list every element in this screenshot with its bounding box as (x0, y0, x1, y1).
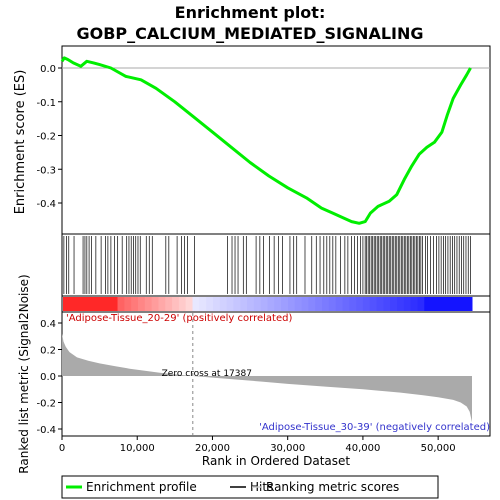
colorbar-segment (274, 297, 282, 311)
colorbar-segment (451, 297, 459, 311)
metric-y-tick-label: -0.4 (36, 425, 56, 436)
es-y-tick-label: -0.2 (36, 132, 56, 143)
colorbar-segment (90, 297, 98, 311)
colorbar-segment (137, 297, 146, 311)
colorbar-segment (226, 297, 234, 311)
colorbar-segment (260, 297, 268, 311)
metric-y-tick-label: -0.2 (36, 399, 56, 410)
colorbar-segment (383, 297, 391, 311)
colorbar-segment (444, 297, 453, 311)
x-tick-label: 50,000 (421, 443, 456, 454)
colorbar-segment (369, 297, 378, 311)
colorbar-segment (424, 297, 432, 311)
colorbar-segment (69, 297, 78, 311)
colorbar-segment (178, 297, 187, 311)
colorbar-segment (390, 297, 398, 311)
colorbar-segment (63, 297, 71, 311)
colorbar-segment (294, 297, 303, 311)
x-tick-label: 40,000 (345, 443, 380, 454)
colorbar-segment (199, 297, 207, 311)
metric-y-tick-label: 0.2 (40, 346, 56, 357)
colorbar-segment (83, 297, 91, 311)
colorbar-segment (219, 297, 228, 311)
colorbar-segment (117, 297, 125, 311)
colorbar-segment (410, 297, 418, 311)
colorbar-segment (76, 297, 84, 311)
colorbar-segment (458, 297, 466, 311)
colorbar-segment (465, 297, 473, 311)
colorbar-segment (397, 297, 405, 311)
es-y-tick-label: -0.4 (36, 199, 56, 210)
colorbar-segment (144, 297, 153, 311)
colorbar-segment (165, 297, 173, 311)
colorbar-segment (287, 297, 296, 311)
ranking-colorbar (63, 297, 473, 311)
zero-cross-label: Zero cross at 17387 (162, 369, 252, 379)
colorbar-segment (267, 297, 275, 311)
colorbar-segment (322, 297, 330, 311)
es-panel-frame (61, 45, 491, 235)
colorbar-segment (253, 297, 262, 311)
x-axis-label: Rank in Ordered Dataset (202, 454, 350, 468)
hits-group (63, 236, 471, 294)
x-tick-label: 0 (59, 443, 65, 454)
colorbar-segment (342, 297, 350, 311)
colorbar-segment (131, 297, 139, 311)
es-y-tick-label: -0.3 (36, 165, 56, 176)
colorbar-segment (97, 297, 105, 311)
colorbar-segment (301, 297, 309, 311)
colorbar-segment (247, 297, 255, 311)
colorbar-segment (362, 297, 371, 311)
chart-title-line1: Enrichment plot: (175, 3, 326, 22)
colorbar-segment (192, 297, 200, 311)
colorbar-segment (124, 297, 132, 311)
legend-ranking-label: Ranking metric scores (266, 480, 399, 494)
colorbar-segment (240, 297, 248, 311)
colorbar-segment (403, 297, 412, 311)
es-y-tick-label: -0.1 (36, 98, 56, 109)
negative-correlation-label: 'Adipose-Tissue_30-39' (negatively corre… (259, 422, 490, 433)
colorbar-segment (335, 297, 343, 311)
hits-panel-frame (61, 233, 491, 297)
colorbar-segment (281, 297, 289, 311)
es-y-axis-label: Enrichment score (ES) (13, 70, 28, 215)
colorbar-segment (308, 297, 316, 311)
x-tick-label: 30,000 (270, 443, 305, 454)
colorbar-segment (315, 297, 323, 311)
ranking-metric-area (62, 333, 472, 423)
metric-y-tick-label: 0.0 (40, 372, 56, 383)
colorbar-segment (376, 297, 384, 311)
colorbar-segment (206, 297, 214, 311)
es-y-ticks: 0.0 -0.1 -0.2 -0.3 -0.4 (36, 64, 62, 210)
metric-y-axis-label: Ranked list metric (Signal2Noise) (17, 274, 31, 473)
colorbar-segment (417, 297, 425, 311)
colorbar-segment (103, 297, 112, 311)
chart-title-line2: GOBP_CALCIUM_MEDIATED_SIGNALING (77, 24, 424, 43)
metric-y-ticks: 0.4 0.2 0.0 -0.2 -0.4 (36, 319, 62, 436)
colorbar-segment (151, 297, 159, 311)
colorbar-segment (328, 297, 337, 311)
x-tick-label: 20,000 (195, 443, 230, 454)
legend-enrichment-label: Enrichment profile (86, 480, 197, 494)
colorbar-segment (158, 297, 166, 311)
enrichment-profile-line (60, 56, 472, 225)
es-y-tick-label: 0.0 (40, 64, 56, 75)
colorbar-segment (233, 297, 241, 311)
x-tick-label: 10,000 (120, 443, 155, 454)
metric-y-tick-label: 0.4 (40, 319, 56, 330)
colorbar-segment (185, 297, 194, 311)
colorbar-segment (437, 297, 446, 311)
colorbar-segment (431, 297, 439, 311)
legend-frame (61, 475, 439, 499)
colorbar-segment (212, 297, 221, 311)
colorbar-segment (356, 297, 364, 311)
colorbar-segment (172, 297, 180, 311)
positive-correlation-label: 'Adipose-Tissue_20-29' (positively corre… (66, 313, 292, 324)
x-axis-ticks: 0 10,000 20,000 30,000 40,000 50,000 (59, 436, 456, 454)
colorbar-segment (110, 297, 119, 311)
colorbar-segment (349, 297, 357, 311)
